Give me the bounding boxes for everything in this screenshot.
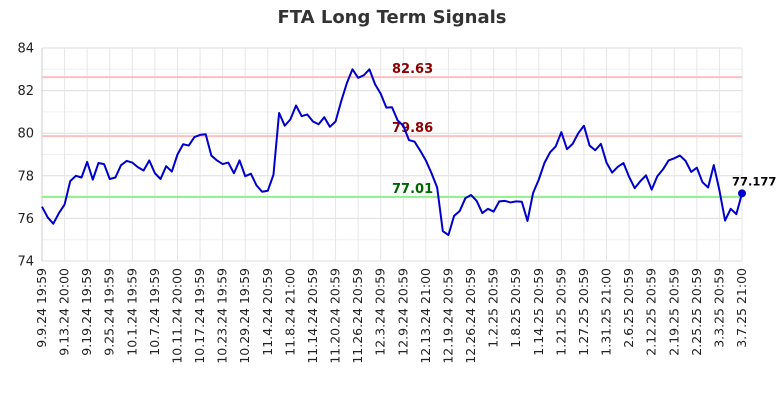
y-tick-label: 80 (17, 127, 34, 142)
x-tick-label: 11.20.24 20:59 (328, 268, 343, 364)
x-tick-label: 1.31.25 21:00 (599, 268, 614, 356)
y-axis: 74 76 78 80 82 84 (17, 42, 34, 270)
x-tick-label: 11.14.24 20:59 (305, 268, 320, 364)
level-label: 79.86 (392, 121, 433, 136)
level-label: 77.01 (392, 182, 433, 197)
x-tick-label: 9.9.24 19:59 (34, 268, 49, 348)
x-tick-label: 11.26.24 20:59 (350, 268, 365, 364)
x-tick-label: 10.23.24 19:59 (215, 268, 230, 364)
x-tick-label: 10.1.24 19:59 (124, 268, 139, 356)
y-tick-label: 84 (17, 42, 34, 57)
x-tick-label: 11.8.24 21:00 (282, 268, 297, 356)
x-tick-label: 3.3.25 20:59 (711, 268, 726, 348)
x-tick-label: 9.25.24 19:59 (102, 268, 117, 356)
x-axis: 9.9.24 19:59 9.13.24 20:00 9.19.24 19:59 9.… (34, 268, 749, 364)
level-label: 82.63 (392, 62, 433, 77)
signal-levels: 82.63 79.86 77.01 (42, 62, 742, 198)
x-tick-label: 10.7.24 19:59 (147, 268, 162, 356)
x-tick-label: 1.21.25 20:59 (553, 268, 568, 356)
x-tick-label: 3.7.25 21:00 (734, 268, 749, 348)
grid (41, 47, 743, 262)
x-tick-label: 2.6.25 20:59 (621, 268, 636, 348)
x-tick-label: 11.4.24 20:59 (260, 268, 275, 356)
x-tick-label: 12.9.24 20:59 (395, 268, 410, 356)
x-tick-label: 9.13.24 20:00 (57, 268, 72, 356)
x-tick-label: 9.19.24 19:59 (79, 268, 94, 356)
last-point-marker (738, 189, 746, 198)
y-tick-label: 82 (17, 84, 34, 99)
x-tick-label: 1.14.25 20:59 (531, 268, 546, 356)
x-tick-label: 2.19.25 20:59 (666, 268, 681, 356)
x-tick-label: 1.2.25 20:59 (486, 268, 501, 348)
y-tick-label: 78 (17, 169, 34, 184)
chart-title: FTA Long Term Signals (277, 7, 507, 28)
x-tick-label: 2.12.25 20:59 (644, 268, 659, 356)
x-tick-label: 2.25.25 20:59 (689, 268, 704, 356)
y-tick-label: 74 (17, 255, 34, 270)
series-layer: 77.177 (41, 68, 776, 237)
x-tick-label: 10.17.24 19:59 (192, 268, 207, 364)
x-tick-label: 10.29.24 19:59 (237, 268, 252, 364)
x-tick-label: 12.19.24 20:59 (440, 268, 455, 364)
series-line (41, 68, 743, 237)
x-tick-label: 12.26.24 20:59 (463, 268, 478, 364)
x-tick-label: 12.13.24 21:00 (418, 268, 433, 364)
x-tick-label: 1.27.25 20:59 (576, 268, 591, 356)
y-tick-label: 76 (17, 212, 34, 227)
x-tick-label: 1.8.25 20:59 (508, 268, 523, 348)
last-value-label: 77.177 (732, 174, 776, 188)
x-tick-label: 12.3.24 20:59 (373, 268, 388, 356)
x-tick-label: 10.11.24 20:00 (169, 268, 184, 364)
